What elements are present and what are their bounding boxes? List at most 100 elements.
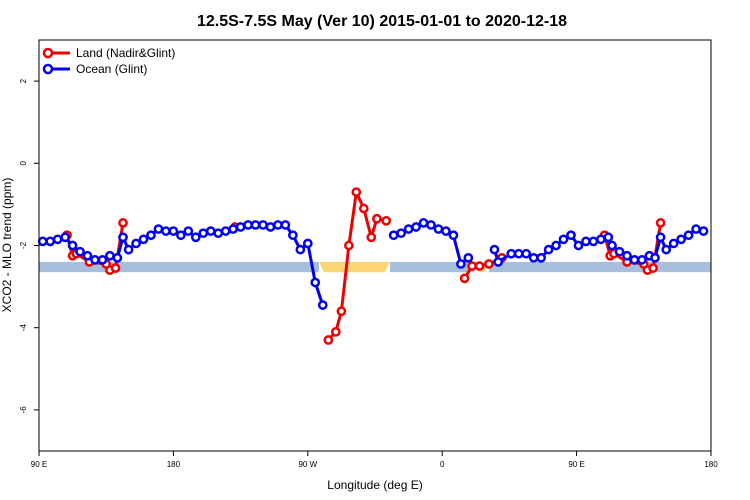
series-land-point [459,273,470,284]
series-ocean-point [637,255,647,265]
series-land-point [655,218,666,228]
series-land-point [336,306,347,317]
series-ocean-point [581,236,591,247]
series-ocean-point [388,230,399,241]
series-land-point [330,326,341,337]
y-tick-label: -6 [19,406,28,414]
series-ocean-point [118,232,128,243]
series-ocean-point [153,224,164,234]
band-segment-4 [488,261,711,273]
series-ocean-point [614,246,625,257]
series-ocean-point [176,230,186,241]
series-ocean-point [698,226,709,236]
x-tick-label: 90 E [31,460,47,469]
series-land-point [648,263,658,273]
series-ocean-point [448,230,459,241]
legend-land-swatch-marker [42,47,54,59]
series-ocean-point [650,252,660,263]
series-ocean-point [521,248,532,259]
series-ocean-point [536,252,546,263]
y-tick-label: 2 [19,78,28,83]
series-ocean-point [235,222,246,232]
series-ocean-point [433,224,444,234]
series-ocean-point [228,224,238,234]
y-tick-label: 0 [19,161,28,166]
plot-area [37,187,711,345]
series-ocean-point [403,224,414,234]
series-ocean-point [112,252,123,263]
x-tick-label: 0 [440,460,445,469]
x-tick-label: 90 W [298,460,317,469]
x-tick-label: 180 [167,460,181,469]
series-ocean-point [220,226,231,236]
series-ocean-point [213,228,224,239]
series-ocean-point [573,240,584,251]
series-land-point [110,263,121,273]
series-ocean-point [310,277,321,288]
series-ocean-point [566,230,576,241]
x-axis: 90 E 180 90 W 0 90 E 180 [31,451,718,469]
series-ocean [37,218,709,310]
series-ocean-point [265,222,276,232]
series-ocean-point [146,230,156,241]
x-axis-label: Longitude (deg E) [327,478,422,492]
series-ocean-point [456,259,466,269]
series-ocean-point [596,234,606,245]
series-ocean-point [295,244,306,255]
series-land-point [372,213,382,224]
series-ocean-point [506,248,517,259]
series-ocean-point [588,236,599,247]
series-ocean-point [655,232,666,243]
series-ocean-point [607,240,617,251]
series-land-point [381,215,392,226]
series-ocean-point [622,250,632,261]
series-ocean-point [418,218,429,228]
series-ocean-point [190,232,201,243]
series-ocean-point [396,228,406,239]
series-land-point [467,261,477,271]
series-ocean-point [302,238,313,249]
y-tick-label: -4 [19,324,28,332]
series-ocean-point [161,226,171,236]
series-ocean-point [131,238,141,249]
series-ocean-point [493,257,504,267]
chart-title: 12.5S-7.5S May (Ver 10) 2015-01-01 to 20… [197,13,567,30]
series-ocean-point [411,222,421,232]
series-ocean-point [82,250,93,261]
legend-ocean-label: Ocean (Glint) [76,62,147,76]
series-ocean-point [123,244,134,255]
series-ocean-point [683,230,694,241]
series-ocean-point [676,234,686,245]
series-ocean-point [205,226,216,236]
series-ocean-point [551,240,561,251]
series-land-point [358,203,369,214]
series-ocean-point [90,255,100,265]
series-ocean-point [75,246,85,257]
series-land-point [474,261,485,271]
y-axis: 2 0 -2 -4 -6 [19,78,39,413]
series-ocean-point [67,240,78,251]
series-ocean-point [45,236,56,247]
series-land-point [351,187,362,197]
series-ocean-point [97,255,108,265]
series-ocean-point [513,248,524,259]
series-ocean-point [138,234,149,245]
legend-ocean-swatch-marker [42,63,54,75]
series-ocean-point [426,220,436,230]
series-ocean-point [60,232,70,243]
series-ocean-point [198,228,209,239]
series-land-point [366,232,377,243]
series-ocean-point [288,230,298,241]
band-segment-0 [39,261,319,273]
series-ocean-point [250,220,261,230]
series-ocean-point [273,220,283,230]
series-ocean-point [258,220,268,230]
series-land-point [484,259,494,269]
series-land-point [323,335,334,345]
series-ocean-point [489,244,500,255]
series-ocean-point [558,234,569,245]
band-segment-1 [319,261,390,273]
series-ocean-point [37,236,48,247]
legend-land-label: Land (Nadir&Glint) [76,46,175,60]
